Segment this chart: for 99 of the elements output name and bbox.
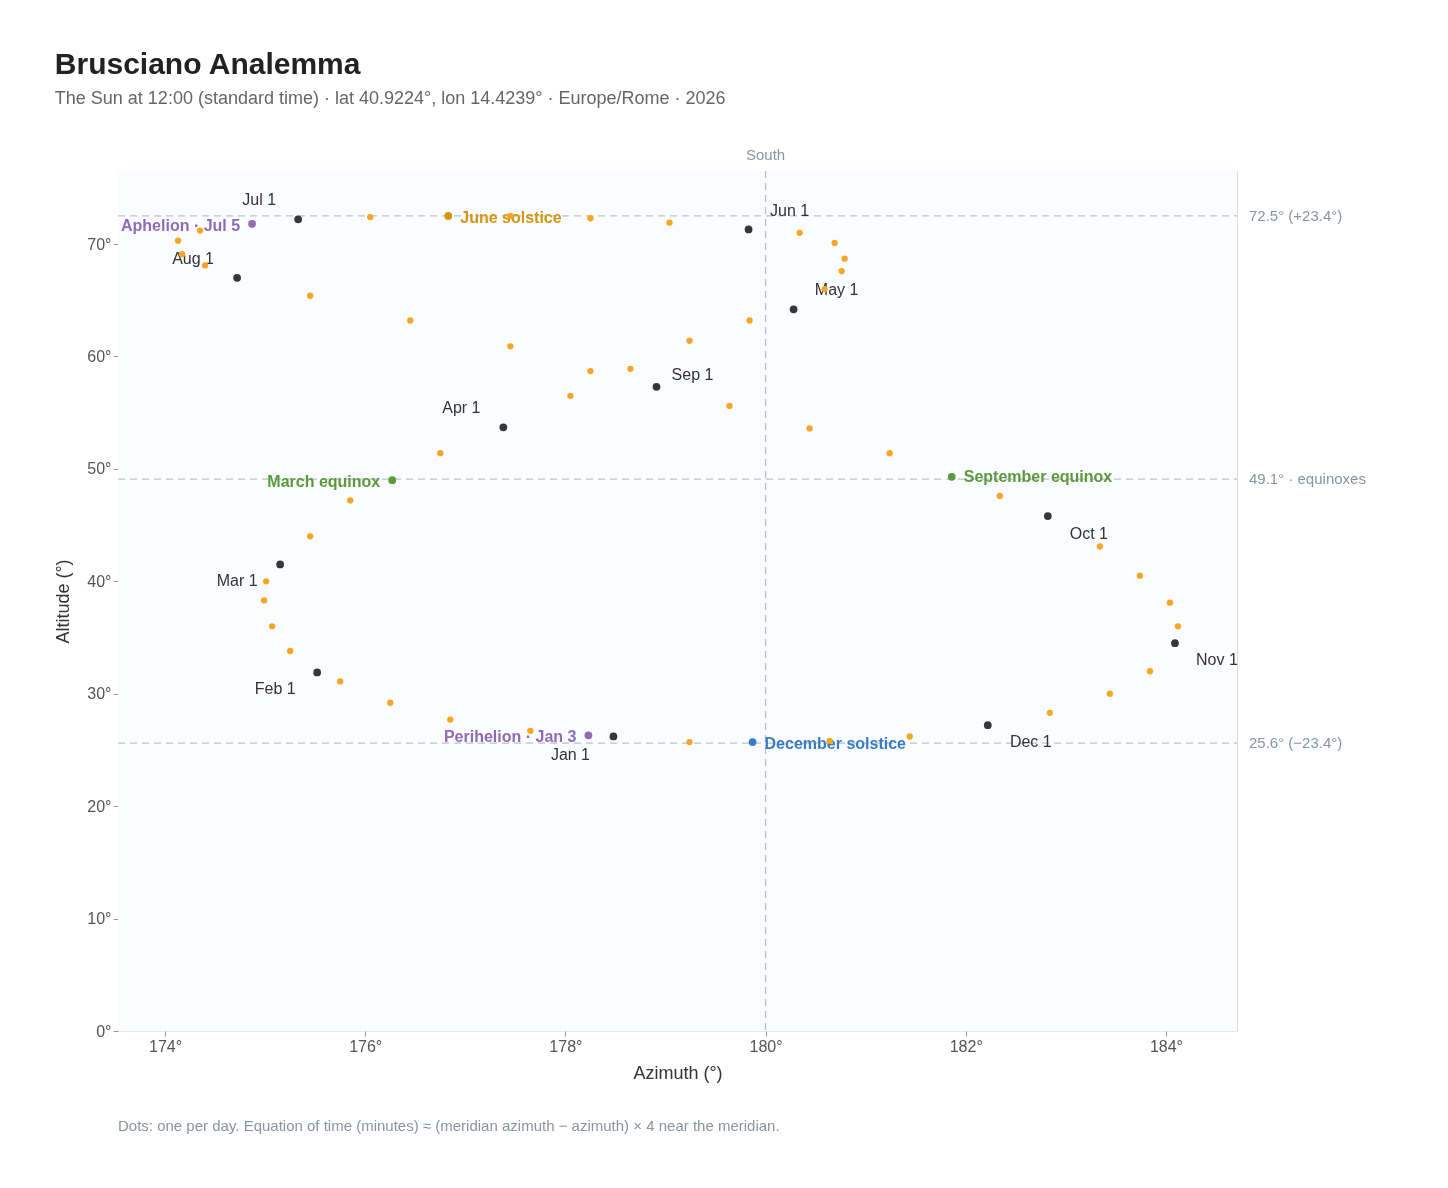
chart-title: Brusciano Analemma (54, 47, 361, 80)
point (886, 450, 893, 457)
y-tick-label: 30° (87, 685, 112, 703)
ref-line-label: 49.1° · equinoxes (1249, 470, 1366, 488)
point (806, 425, 813, 432)
point (627, 365, 634, 373)
point (1096, 543, 1104, 550)
point (313, 668, 322, 677)
point (276, 560, 285, 569)
ref-line-label: South (745, 146, 786, 163)
y-tick-label: 70° (87, 235, 112, 253)
point (307, 292, 314, 299)
x-tick-label: 174° (149, 1037, 183, 1055)
point (1146, 668, 1154, 675)
point (1136, 572, 1144, 579)
point (447, 716, 454, 723)
point (584, 731, 593, 740)
point (838, 267, 845, 275)
data-label: Nov 1 (1196, 651, 1238, 669)
x-tick-label: 178° (549, 1037, 583, 1055)
data-label: Apr 1 (442, 399, 481, 417)
x-tick-label: 182° (949, 1037, 983, 1055)
point (744, 225, 753, 234)
point (174, 237, 182, 244)
point (1174, 623, 1182, 630)
point (686, 337, 693, 344)
data-label: Feb 1 (254, 680, 296, 698)
data-label: Mar 1 (216, 572, 258, 590)
x-tick-label: 184° (1149, 1037, 1183, 1055)
data-label: Aug 1 (172, 249, 215, 267)
point (268, 623, 276, 630)
point (260, 597, 268, 604)
y-tick-label: 20° (87, 797, 112, 815)
point (262, 578, 270, 585)
y-tick-label: 10° (87, 910, 112, 928)
point (307, 533, 314, 540)
point (367, 213, 374, 221)
point (507, 343, 514, 350)
point (666, 219, 673, 226)
text: Dots: one per day. Equation of time (minutes) ≈ (meridian azimuth − azimuth) × 4 near the meridian. (118, 1117, 780, 1134)
point (906, 733, 913, 740)
point (337, 678, 344, 685)
point (587, 215, 594, 222)
point (587, 367, 594, 375)
point (789, 305, 798, 314)
data-label: September equinox (963, 467, 1113, 485)
point (294, 215, 303, 224)
point (996, 492, 1003, 500)
point (567, 392, 574, 399)
ref-line-label: 72.5° (+23.4°) (1249, 206, 1343, 224)
point (1166, 599, 1174, 606)
y-tick-label: 50° (87, 460, 112, 478)
data-label: March equinox (267, 473, 381, 491)
point (527, 727, 534, 734)
data-label: Aphelion · Jul 5 (120, 216, 241, 234)
data-label: Oct 1 (1069, 525, 1109, 543)
point (748, 738, 757, 746)
point (1046, 709, 1053, 717)
point (196, 227, 204, 234)
data-label: Jan 1 (550, 746, 591, 764)
point (746, 317, 753, 324)
x-axis-title: Azimuth (°) (633, 1062, 723, 1083)
point (652, 382, 661, 391)
data-label: Dec 1 (1009, 733, 1052, 751)
point (726, 402, 733, 410)
point (407, 317, 414, 324)
point (347, 497, 354, 504)
data-label: Jul 1 (242, 191, 277, 209)
point (983, 721, 992, 730)
y-tick-label: 40° (87, 572, 112, 590)
point (499, 423, 508, 432)
data-label: June solstice (460, 208, 562, 226)
point (1043, 512, 1052, 520)
point (248, 219, 256, 228)
data-label: Sep 1 (671, 365, 714, 383)
point (286, 647, 294, 655)
point (1106, 690, 1114, 697)
y-axis-title: Altitude (°) (53, 559, 74, 644)
point (233, 273, 241, 282)
point (444, 212, 453, 220)
point (841, 255, 848, 262)
data-label: December solstice (764, 735, 907, 753)
point (388, 476, 397, 485)
point (686, 738, 693, 746)
point (947, 472, 956, 481)
point (387, 699, 394, 706)
y-tick-label: 60° (87, 347, 112, 365)
point (609, 732, 618, 741)
point (831, 239, 838, 247)
point (437, 450, 444, 457)
point (796, 229, 803, 236)
data-label: Perihelion · Jan 3 (443, 728, 577, 746)
data-label: Jun 1 (769, 202, 810, 220)
x-tick-label: 176° (349, 1037, 383, 1055)
y-tick-label: 0° (96, 1022, 112, 1040)
x-tick-label: 180° (749, 1037, 783, 1055)
ref-line-label: 25.6° (−23.4°) (1249, 734, 1343, 752)
point (1171, 639, 1179, 648)
chart-subtitle: The Sun at 12:00 (standard time) · lat 40.9224°, lon 14.4239° · Europe/Rome · 2026 (54, 88, 726, 108)
